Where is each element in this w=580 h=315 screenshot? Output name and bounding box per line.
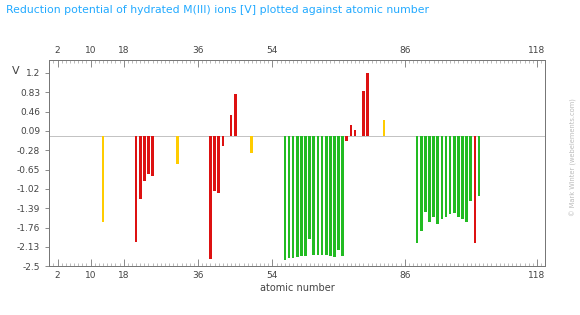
- Bar: [234, 94, 237, 135]
- Bar: [102, 135, 104, 222]
- Bar: [441, 135, 443, 219]
- Bar: [333, 135, 336, 257]
- Bar: [151, 135, 154, 176]
- X-axis label: atomic number: atomic number: [260, 283, 335, 293]
- Bar: [147, 135, 150, 174]
- Bar: [428, 135, 431, 222]
- Bar: [337, 135, 340, 250]
- Text: V: V: [12, 66, 20, 76]
- Bar: [453, 135, 456, 213]
- Bar: [478, 135, 480, 196]
- Bar: [304, 135, 307, 256]
- Bar: [350, 125, 352, 135]
- Bar: [325, 135, 328, 255]
- Bar: [329, 135, 332, 256]
- Bar: [432, 135, 435, 217]
- Text: Reduction potential of hydrated M(III) ions [V] plotted against atomic number: Reduction potential of hydrated M(III) i…: [6, 5, 429, 15]
- Bar: [366, 73, 369, 135]
- Bar: [251, 135, 253, 153]
- Bar: [300, 135, 303, 256]
- Bar: [309, 135, 311, 239]
- Bar: [230, 115, 233, 135]
- Bar: [362, 91, 365, 135]
- Bar: [469, 135, 472, 201]
- Bar: [383, 120, 385, 135]
- Bar: [436, 135, 439, 224]
- Bar: [445, 135, 447, 216]
- Bar: [313, 135, 315, 255]
- Bar: [218, 135, 220, 193]
- Bar: [288, 135, 291, 258]
- Bar: [296, 135, 299, 257]
- Bar: [317, 135, 319, 255]
- Bar: [420, 135, 423, 231]
- Bar: [321, 135, 324, 255]
- Bar: [284, 135, 286, 260]
- Bar: [416, 135, 418, 243]
- Bar: [213, 135, 216, 191]
- Bar: [449, 135, 451, 215]
- Bar: [424, 135, 427, 212]
- Bar: [354, 130, 357, 135]
- Bar: [292, 135, 295, 258]
- Bar: [143, 135, 146, 181]
- Bar: [139, 135, 142, 199]
- Bar: [346, 135, 348, 141]
- Bar: [222, 135, 224, 146]
- Text: © Mark Winter (webelements.com): © Mark Winter (webelements.com): [570, 99, 577, 216]
- Bar: [135, 135, 137, 242]
- Bar: [461, 135, 464, 219]
- Bar: [342, 135, 344, 256]
- Bar: [209, 135, 212, 259]
- Bar: [465, 135, 468, 222]
- Bar: [457, 135, 460, 216]
- Bar: [176, 135, 179, 164]
- Bar: [474, 135, 476, 243]
